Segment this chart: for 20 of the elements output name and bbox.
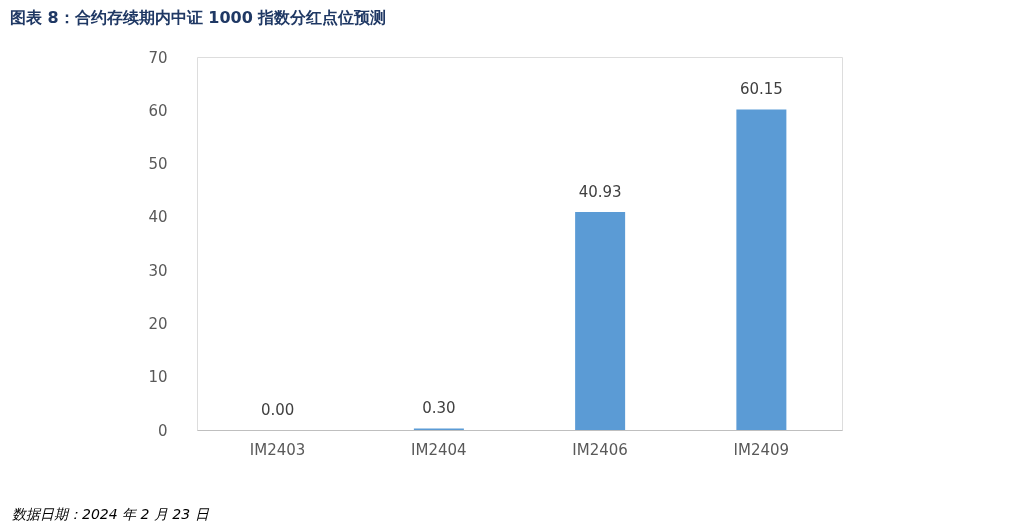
- data-label: 0.00: [260, 401, 295, 419]
- x-tick-label: IM2409: [733, 440, 790, 459]
- y-tick-label: 40: [148, 208, 168, 227]
- text: 数据日期：2024 年 2 月 23 日: [12, 506, 210, 522]
- bar: [736, 109, 787, 430]
- y-tick-label: 20: [148, 314, 168, 333]
- y-tick-label: 30: [148, 261, 168, 280]
- data-label: 60.15: [739, 80, 783, 99]
- x-tick-label: IM2404: [411, 440, 467, 459]
- y-tick-label: 0: [157, 421, 168, 440]
- data-label: 40.93: [578, 182, 622, 201]
- x-tick-label: IM2403: [249, 440, 306, 459]
- y-tick-label: 10: [148, 368, 168, 387]
- data-label: 0.30: [422, 399, 456, 418]
- y-tick-label: 70: [148, 48, 168, 67]
- x-tick-label: IM2406: [572, 440, 628, 459]
- y-tick-label: 60: [148, 101, 168, 120]
- chart-title: 图表 8：合约存续期内中证 1000 指数分红点位预测: [10, 8, 387, 27]
- bar: [575, 211, 626, 430]
- y-tick-label: 50: [148, 155, 168, 174]
